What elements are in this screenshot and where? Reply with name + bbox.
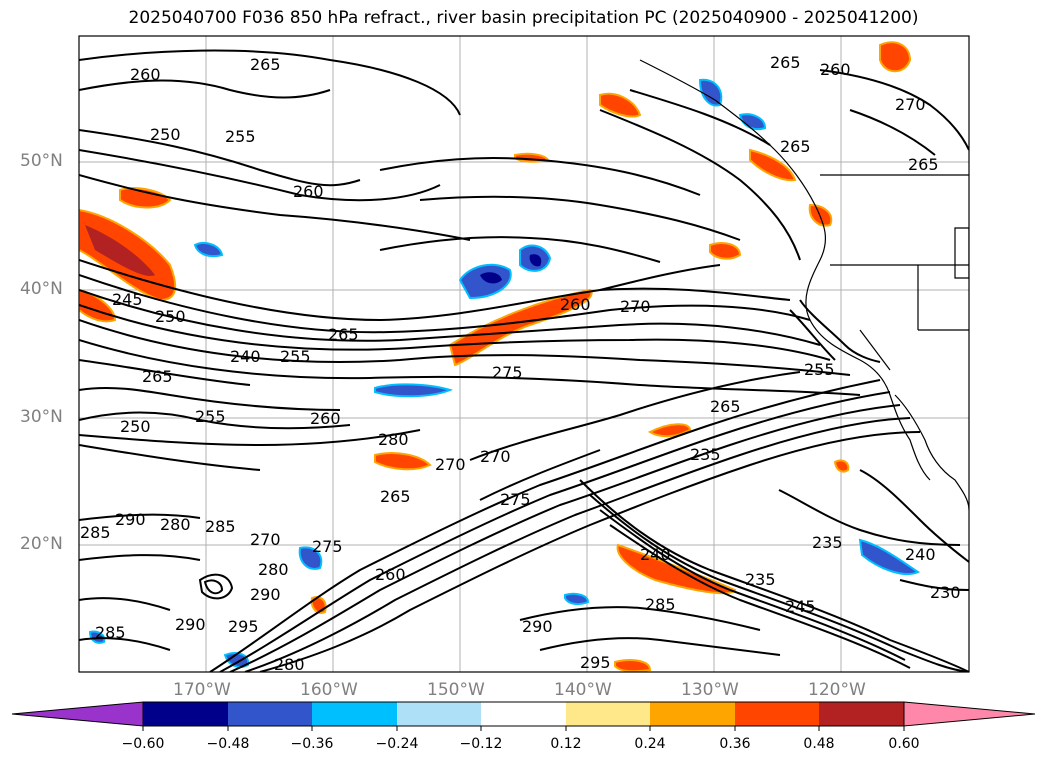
contour-label: 265 xyxy=(250,55,281,74)
lon-label-160w: 160°W xyxy=(300,680,358,700)
contour-label: 285 xyxy=(80,523,111,542)
contour-label: 255 xyxy=(280,347,311,366)
map-frame xyxy=(78,35,970,673)
contour-label: 260 xyxy=(560,295,591,314)
coastline xyxy=(639,59,969,511)
colorbar-extend-high xyxy=(903,701,1036,727)
lon-label-140w: 140°W xyxy=(554,680,612,700)
colorbar-tick-label: 0.60 xyxy=(888,736,920,752)
map-title: 2025040700 F036 850 hPa refract., river … xyxy=(128,8,919,28)
contour-label: 265 xyxy=(770,53,801,72)
contour-label: 265 xyxy=(142,367,173,386)
contour-label: 250 xyxy=(155,307,186,326)
contour-label: 265 xyxy=(908,155,939,174)
colorbar-tick-label: −0.60 xyxy=(121,736,165,752)
contour-label: 270 xyxy=(895,95,926,114)
lon-label-170w: 170°W xyxy=(173,680,231,700)
contour-label: 270 xyxy=(480,447,511,466)
contour-label: 245 xyxy=(785,597,816,616)
colorbar-tick-label: 0.24 xyxy=(634,736,666,752)
colorbar-tick-label: −0.12 xyxy=(459,736,503,752)
contour-label: 255 xyxy=(195,407,226,426)
contour-label: 230 xyxy=(930,583,961,602)
lat-label-30n: 30°N xyxy=(20,407,63,427)
lat-label-20n: 20°N xyxy=(20,534,63,554)
lat-label-50n: 50°N xyxy=(20,151,63,171)
contour-label: 270 xyxy=(620,297,651,316)
colorbar-segment xyxy=(735,702,819,726)
contour-label: 275 xyxy=(312,537,343,556)
contour-label: 290 xyxy=(175,615,206,634)
contour-label: 260 xyxy=(293,182,324,201)
contour-label: 260 xyxy=(820,60,851,79)
colorbar-tick-label: 0.48 xyxy=(803,736,835,752)
contour-label: 235 xyxy=(745,570,776,589)
contour-label: 290 xyxy=(522,617,553,636)
contour-label: 240 xyxy=(230,347,261,366)
colorbar-segment xyxy=(397,702,481,726)
contour-label: 295 xyxy=(228,617,259,636)
contour-label: 250 xyxy=(150,125,181,144)
contour-label: 265 xyxy=(328,325,359,344)
contour-label: 290 xyxy=(250,585,281,604)
colorbar-segment xyxy=(481,702,566,726)
contour-label: 270 xyxy=(250,530,281,549)
contour-label: 240 xyxy=(640,545,671,564)
colorbar-segment xyxy=(143,702,228,726)
refractivity-contours xyxy=(79,49,969,672)
contour-label: 270 xyxy=(435,455,466,474)
contour-label: 265 xyxy=(780,137,811,156)
lat-label-40n: 40°N xyxy=(20,279,63,299)
colorbar-extend-low xyxy=(11,701,144,727)
contour-label: 275 xyxy=(500,490,531,509)
map-background xyxy=(79,36,969,672)
contour-label: 285 xyxy=(205,517,236,536)
lon-label-150w: 150°W xyxy=(427,680,485,700)
contour-label: 275 xyxy=(492,363,523,382)
contour-label: 280 xyxy=(160,515,191,534)
contour-label: 260 xyxy=(130,65,161,84)
contour-label: 285 xyxy=(645,595,676,614)
contour-label: 260 xyxy=(310,409,341,428)
colorbar-segment xyxy=(228,702,312,726)
lon-label-120w: 120°W xyxy=(808,680,866,700)
contour-label: 290 xyxy=(115,510,146,529)
contour-label: 245 xyxy=(112,290,143,309)
colorbar-tick-label: 0.36 xyxy=(719,736,751,752)
colorbar-tick-label: −0.48 xyxy=(206,736,250,752)
contour-label: 255 xyxy=(804,360,835,379)
colorbar-segment xyxy=(312,702,397,726)
contour-label: 280 xyxy=(378,430,409,449)
contour-label: 265 xyxy=(380,487,411,506)
contour-label: 235 xyxy=(690,445,721,464)
contour-label: 250 xyxy=(120,417,151,436)
colorbar-tick-label: 0.12 xyxy=(550,736,582,752)
contour-labels: 260 265 265 260 270 255 250 265 260 265 … xyxy=(80,53,961,674)
contour-label: 235 xyxy=(812,533,843,552)
contour-label: 240 xyxy=(905,545,936,564)
colorbar xyxy=(11,701,1036,731)
colorbar-frame xyxy=(142,701,905,727)
colorbar-segment xyxy=(650,702,735,726)
colorbar-segment xyxy=(566,702,650,726)
colorbar-tick-label: −0.36 xyxy=(290,736,334,752)
contour-label: 285 xyxy=(95,623,126,642)
contour-label: 260 xyxy=(375,565,406,584)
colorbar-segment xyxy=(819,702,904,726)
negative-anomaly-shading xyxy=(88,78,921,668)
contour-label: 295 xyxy=(580,653,611,672)
contour-label: 280 xyxy=(258,560,289,579)
lon-label-130w: 130°W xyxy=(681,680,739,700)
contour-label: 255 xyxy=(225,127,256,146)
contour-label: 280 xyxy=(274,655,305,674)
contour-label: 265 xyxy=(710,397,741,416)
colorbar-tick-label: −0.24 xyxy=(375,736,419,752)
